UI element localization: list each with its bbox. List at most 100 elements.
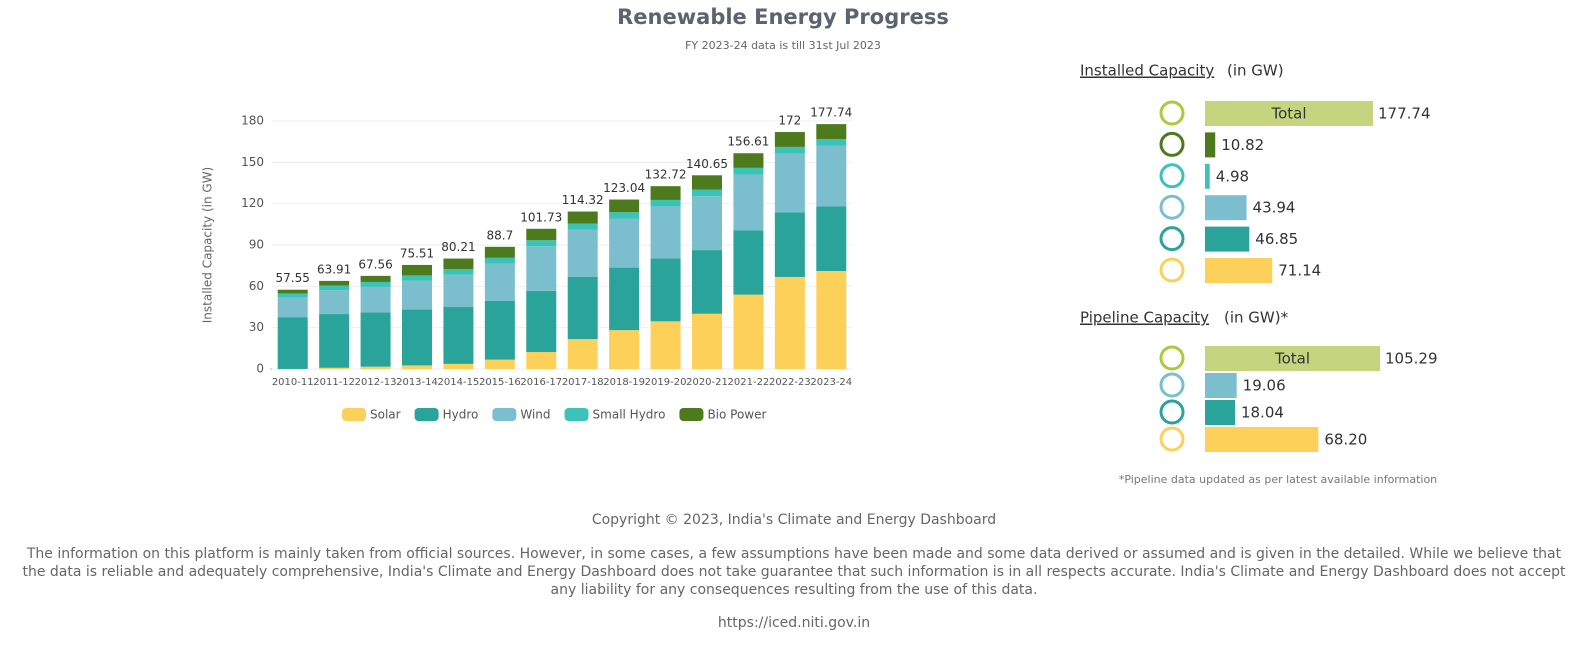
bar-segment [402,280,432,310]
footnote: *Pipeline data updated as per latest ava… [1119,473,1437,486]
bar-segment [816,124,847,140]
bar-segment [567,339,598,369]
bar-segment [733,174,764,231]
bar-segment [443,258,474,270]
disclaimer: The information on this platform is main… [22,546,1566,598]
bar-segment [816,139,847,146]
bar-segment [443,274,474,308]
legend-label: Solar [370,408,401,422]
x-tick-label: 2017-18 [562,377,604,388]
y-tick-label: 90 [249,238,264,252]
bar-segment [402,365,432,369]
bar-segment [484,246,515,258]
bar-segment [277,317,308,369]
bar-segment [319,367,350,369]
total-label: Total [1270,105,1306,123]
x-tick-label: 2011-12 [313,377,355,388]
x-tick-label: 2016-17 [520,377,562,388]
x-tick-label: 2020-21 [686,377,728,388]
y-tick-label: 0 [256,362,264,376]
data-label: 140.65 [686,157,728,171]
bar-segment [650,186,681,200]
capacity-bar [1205,258,1273,283]
bar-segment [443,269,474,275]
data-label: 123.04 [603,181,645,195]
bar-segment [526,352,557,369]
url[interactable]: https://iced.niti.gov.in [717,615,871,631]
data-label: 114.32 [562,193,604,207]
data-label: 101.73 [520,210,562,224]
bar-segment [402,309,432,366]
capacity-value: 18.04 [1241,404,1284,422]
bar-segment [526,290,557,353]
capacity-value: 43.94 [1253,199,1296,217]
x-tick-label: 2023-24 [810,377,852,388]
bar-segment [650,321,681,369]
bar-segment [774,146,805,154]
total-bar [1205,346,1380,371]
capacity-bar [1205,132,1216,158]
capacity-value: 4.98 [1216,167,1249,185]
bar-segment [443,307,474,364]
bar-segment [526,246,557,291]
icon [1159,372,1185,398]
bar-segment [692,189,722,197]
capacity-bar [1205,226,1250,252]
capacity-value: 46.85 [1255,230,1298,248]
y-tick-label: 60 [249,279,264,293]
copyright: Copyright © 2023, India's Climate and En… [591,512,997,528]
bar-segment [277,289,308,294]
bar-segment [650,258,681,322]
subtitle: FY 2023-24 data is till 31st Jul 2023 [685,39,881,52]
x-tick-label: 2019-20 [645,377,687,388]
data-label: 177.74 [810,106,852,120]
bar-segment [360,281,391,287]
bar-segment [609,267,640,331]
icon [1159,194,1185,220]
capacity-bar [1205,163,1210,189]
data-label: 75.51 [400,246,434,260]
icon [1159,399,1185,425]
bar-segment [360,312,391,367]
bar-segment [733,153,764,168]
data-label: 80.21 [441,240,475,254]
x-tick-label: 2014-15 [438,377,480,388]
bar-segment [816,145,847,207]
total-value: 105.29 [1385,350,1438,368]
bar-segment [277,297,308,318]
bar-segment [692,313,722,369]
bar-segment [567,223,598,230]
total-value: 177.74 [1378,105,1431,123]
panel-unit: (in GW)* [1224,309,1289,327]
bar-segment [319,290,350,315]
bar-segment [402,264,432,276]
bar-segment [526,228,557,241]
x-tick-label: 2010-11 [272,377,314,388]
bar-segment [816,206,847,271]
data-label: 57.55 [276,271,310,285]
bar-segment [774,132,805,147]
bar-segment [733,230,764,295]
x-tick-label: 2012-13 [355,377,397,388]
bar-segment [650,206,681,259]
icon [1159,131,1185,157]
icon [1159,426,1185,452]
legend-label: Bio Power [707,408,766,422]
bar-segment [733,167,764,175]
bar-segment [733,294,764,369]
legend-label: Small Hydro [593,408,666,422]
icon [1159,226,1185,252]
bar-segment [319,285,350,291]
legend-label: Hydro [443,408,479,422]
total-label: Total [1274,350,1310,368]
bar-segment [319,314,350,368]
data-label: 88.7 [486,228,513,242]
bar-segment [402,275,432,281]
bar-segment [692,196,722,251]
bar-segment [484,359,515,369]
bar-segment [774,153,805,213]
bar-segment [816,270,847,369]
capacity-value: 71.14 [1278,262,1321,280]
icon [1159,345,1185,371]
